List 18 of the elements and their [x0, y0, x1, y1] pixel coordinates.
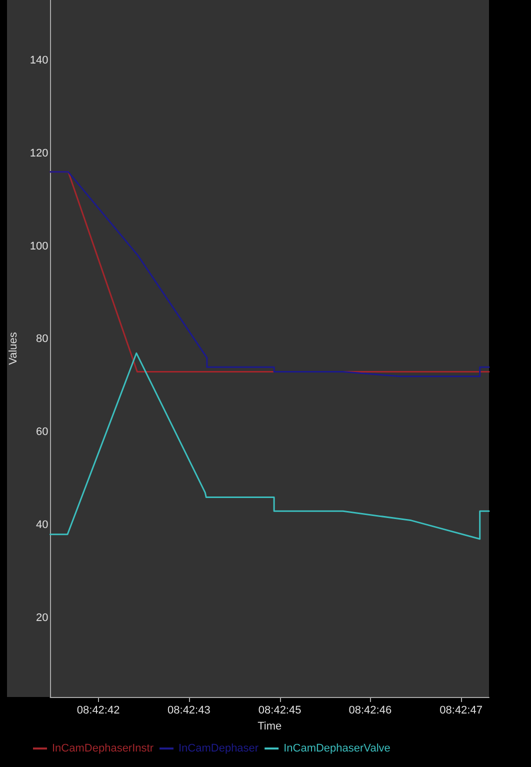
y-tick-label: 40 [36, 519, 48, 532]
y-tick-label: 80 [36, 333, 48, 346]
y-tick-label: 100 [30, 240, 48, 252]
x-tick-label: 08:42:45 [258, 704, 302, 716]
legend-label: InCamDephaserValve [284, 742, 390, 754]
y-tick-label: 120 [30, 147, 48, 160]
x-tick-label: 08:42:46 [348, 704, 392, 716]
y-tick-label: 20 [36, 612, 48, 624]
line-series [50, 352, 490, 540]
legend-label: InCamDephaserInstr [52, 742, 154, 754]
x-tick-label: 08:42:43 [168, 704, 210, 716]
y-tick-label: 140 [30, 54, 48, 66]
legend-label: InCamDephaser [178, 742, 259, 754]
x-tick-label: 08:42:42 [76, 704, 120, 716]
y-axis-title: Values [8, 332, 20, 365]
x-axis-title: Time [258, 720, 282, 732]
y-tick-label: 60 [36, 426, 48, 438]
x-tick-label: 08:42:47 [440, 704, 482, 716]
